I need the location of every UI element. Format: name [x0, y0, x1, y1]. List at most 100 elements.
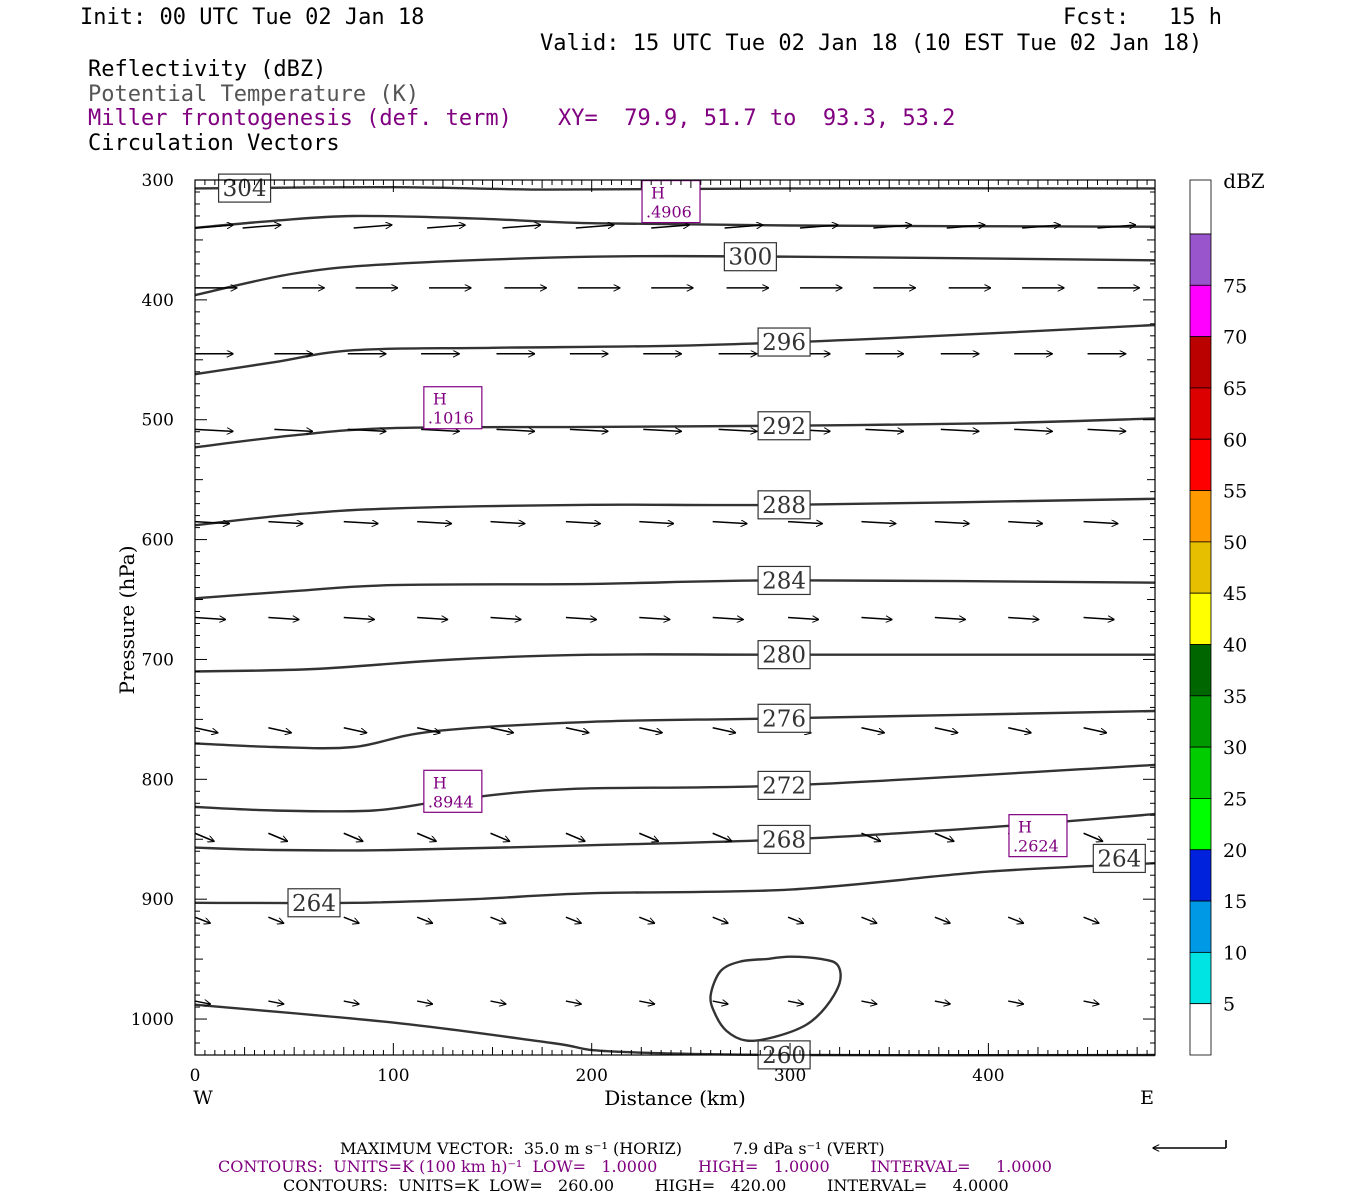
circulation-vector	[268, 916, 283, 923]
colorbar-label: 25	[1223, 788, 1247, 810]
theta-contour-304	[194, 185, 1156, 191]
circulation-vector	[934, 916, 950, 923]
frontogenesis-max-value: .1016	[428, 409, 474, 428]
theta-closed-contour-260	[709, 955, 842, 1043]
circulation-vector	[861, 618, 891, 620]
circulation-vector	[565, 522, 600, 524]
circulation-vector	[490, 916, 506, 923]
colorbar-swatch	[1189, 490, 1212, 543]
circulation-vector	[1083, 1001, 1099, 1004]
circulation-vector	[934, 522, 969, 524]
circulation-vector	[274, 429, 312, 431]
y-tick-label: 700	[142, 650, 174, 670]
circulation-vector	[1083, 618, 1114, 620]
theta-label-box	[1092, 843, 1146, 874]
circulation-vector	[861, 832, 880, 841]
circulation-vector	[788, 522, 822, 524]
circulation-vector	[268, 832, 287, 841]
circulation-vector	[861, 1001, 876, 1004]
colorbar-swatch	[1189, 336, 1212, 389]
circulation-vector	[639, 727, 662, 733]
theta-label-box	[757, 490, 811, 520]
circulation-vector	[1007, 916, 1023, 923]
circulation-vector	[490, 618, 521, 620]
circulation-vector	[490, 1001, 506, 1004]
theta-contour-268	[194, 812, 1156, 852]
x-tick-label: 300	[774, 1066, 806, 1086]
x-tick-label: 100	[377, 1066, 409, 1086]
circulation-vector	[787, 916, 803, 923]
colorbar-swatch	[1189, 592, 1212, 645]
y-tick-label: 300	[142, 171, 174, 191]
theta-contour-info: CONTOURS: UNITS=K LOW= 260.00 HIGH= 420.…	[283, 1176, 1009, 1195]
colorbar-swatch	[1189, 746, 1212, 799]
colorbar-swatch	[1189, 951, 1212, 1005]
circulation-vector	[788, 618, 818, 620]
circulation-vector	[1022, 225, 1060, 228]
y-tick-label: 500	[142, 411, 174, 431]
circulation-vector	[861, 727, 884, 733]
theta-contour-288	[194, 497, 1156, 527]
west-end-label: W	[193, 1087, 213, 1109]
circulation-vector	[639, 1001, 654, 1004]
circulation-vector	[490, 832, 510, 841]
circulation-vector	[268, 522, 302, 524]
frontogenesis-max-symbol: H	[1018, 818, 1032, 837]
circulation-vector	[1008, 1001, 1023, 1004]
theta-label: 268	[762, 827, 806, 853]
frontogenesis-contour-info: CONTOURS: UNITS=K (100 km h)⁻¹ LOW= 1.00…	[218, 1157, 1052, 1176]
theta-contour-264	[194, 862, 1156, 905]
circulation-vector	[1008, 522, 1042, 524]
circulation-vector	[353, 225, 392, 228]
circulation-vector	[569, 429, 608, 431]
circulation-vector	[1008, 618, 1038, 620]
circulation-vector	[268, 1001, 283, 1004]
x-axis-label: Distance (km)	[604, 1086, 746, 1110]
max-vector-reference-arrow	[1153, 1140, 1227, 1148]
circulation-vector	[787, 1001, 803, 1004]
max-vector-line: MAXIMUM VECTOR: 35.0 m s⁻¹ (HORIZ) 7.9 d…	[340, 1139, 885, 1158]
colorbar-label: 70	[1223, 327, 1247, 349]
colorbar-swatch	[1189, 179, 1212, 235]
theta-label: 280	[762, 643, 806, 669]
y-tick-label: 900	[142, 890, 174, 910]
circulation-vector	[416, 727, 440, 733]
circulation-vector	[194, 832, 214, 841]
circulation-vector	[268, 618, 298, 620]
y-tick-label: 1000	[131, 1010, 174, 1030]
east-end-label: E	[1140, 1087, 1154, 1109]
theta-label: 292	[762, 414, 806, 440]
colorbar-label: 40	[1223, 635, 1247, 657]
colorbar-swatch	[1189, 849, 1212, 902]
theta-label: 264	[292, 891, 336, 917]
colorbar-swatch	[1189, 1003, 1212, 1056]
colorbar-label: 65	[1223, 378, 1247, 400]
theta-label: 300	[728, 245, 772, 271]
x-tick-label: 400	[972, 1066, 1004, 1086]
theta-contour-284	[194, 579, 1156, 600]
theta-contour-260	[194, 1003, 1156, 1057]
colorbar-swatch	[1189, 541, 1212, 594]
colorbar-label: 20	[1223, 840, 1247, 862]
theta-label-box	[757, 327, 811, 357]
y-axis-label: Pressure (hPa)	[115, 546, 139, 695]
colorbar-label: 45	[1223, 583, 1247, 605]
colorbar-unit-label: dBZ	[1223, 169, 1265, 193]
circulation-vector	[417, 618, 447, 620]
circulation-vector	[490, 727, 514, 733]
circulation-vector	[934, 1001, 950, 1004]
circulation-vector	[194, 1001, 210, 1004]
circulation-vector	[639, 618, 669, 620]
circulation-vector	[417, 522, 451, 524]
circulation-vector	[934, 832, 954, 841]
circulation-vector	[565, 727, 589, 733]
circulation-vector	[934, 618, 965, 620]
theta-label-box	[757, 824, 811, 855]
circulation-vector	[651, 225, 689, 228]
colorbar-swatch	[1189, 387, 1212, 440]
frontogenesis-max-value: .8944	[428, 792, 474, 811]
circulation-vector	[194, 727, 218, 733]
theta-label-box	[217, 173, 272, 203]
